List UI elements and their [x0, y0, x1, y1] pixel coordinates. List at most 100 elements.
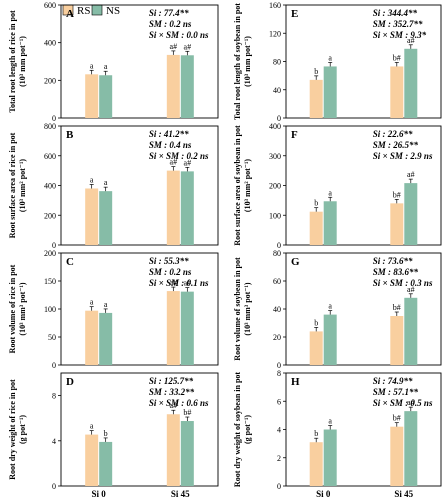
y-axis-label: Root surface area of soybean in pot(10³ … [233, 125, 252, 246]
y-tick-label: 200 [269, 182, 281, 191]
significance-label: a [90, 298, 94, 307]
anova-stat: SM : 83.6** [373, 267, 419, 277]
significance-label: b [104, 429, 108, 438]
bar-rs-si0 [85, 310, 99, 365]
panel-label: A [66, 8, 74, 20]
bar-ns-si45 [404, 48, 418, 118]
significance-label: b# [393, 303, 401, 312]
x-category-label: Si 45 [171, 489, 190, 499]
y-axis-label-line: Total root length of rice in pot [8, 10, 17, 113]
significance-label: a [90, 422, 94, 431]
y-tick-label: 0 [52, 241, 56, 250]
legend-swatch-ns [91, 4, 103, 16]
bar-ns-si0 [323, 314, 337, 365]
y-tick-label: 60 [273, 277, 281, 286]
anova-stat: Si × SM : 2.9 ns [373, 151, 433, 161]
y-axis-label-line: (10³ mm² pot⁻¹) [18, 159, 27, 213]
bar-ns-si45 [404, 297, 418, 365]
y-tick-label: 100 [44, 305, 56, 314]
panel-label: D [66, 376, 74, 388]
legend-label-ns: NS [106, 5, 120, 17]
significance-label: a# [407, 285, 415, 294]
y-tick-label: 0 [52, 114, 56, 123]
bar-rs-si45 [390, 203, 404, 245]
bar-ns-si0 [323, 66, 337, 118]
significance-label: a [328, 302, 332, 311]
significance-label: a# [170, 158, 178, 167]
anova-stat: Si × SM : 0.3 ns [373, 278, 433, 288]
bar-rs-si45 [390, 426, 404, 486]
bar-ns-si0 [323, 429, 337, 486]
legend: RS NS [62, 4, 120, 17]
anova-stat: Si : 344.4** [373, 8, 418, 18]
significance-label: a# [184, 42, 192, 51]
panel-h: 0 2 4 6 8 b b# a a# H Si : 74.9**SM : 57.1**Si × S… [233, 369, 442, 499]
y-axis-label-line: (10³ mm² pot⁻¹) [243, 159, 252, 213]
bar-ns-si45 [404, 183, 418, 245]
y-axis-label: Root volume of soybean in pot(10³ mm³ po… [233, 257, 252, 361]
y-tick-label: 0 [277, 361, 281, 370]
anova-stat: Si × SM : 0.5 ns [373, 398, 433, 408]
anova-stat: SM : 0.2 ns [149, 267, 192, 277]
bar-ns-si45 [180, 55, 194, 118]
significance-label: a# [170, 401, 178, 410]
panel-g: 0 20 40 60 80 b b# a a# G Si : 73.6**SM : 83.6**Si… [233, 249, 442, 370]
anova-stat: SM : 352.7** [373, 19, 423, 29]
legend-label-rs: RS [77, 5, 90, 17]
y-tick-label: 400 [44, 182, 56, 191]
bar-rs-si0 [309, 211, 323, 245]
y-axis-label-line: Root dry weight of soybean in pot [233, 372, 242, 487]
panel-c: 0 50 100 150 200 a a# a a# C Si : 55.3**SM : 0.2 n… [8, 249, 219, 370]
y-tick-label: 400 [44, 39, 56, 48]
significance-label: a# [407, 170, 415, 179]
significance-label: b [314, 429, 318, 438]
panel-e: 0 40 80 120 160 b b# a a# E Si : 344.4**SM : 352.7… [233, 1, 442, 123]
anova-stat: SM : 0.4 ns [149, 140, 192, 150]
y-axis-label-line: Root dry weight of rice in pot [8, 379, 17, 480]
y-tick-label: 400 [269, 122, 281, 131]
x-category-label: Si 0 [316, 489, 331, 499]
anova-stat: Si × SM : 0.2 ns [149, 151, 209, 161]
y-tick-label: 100 [269, 211, 281, 220]
y-tick-label: 200 [44, 76, 56, 85]
anova-stat: SM : 33.2** [149, 387, 195, 397]
y-tick-label: 8 [52, 392, 56, 401]
y-tick-label: 6 [277, 397, 281, 406]
anova-stat: Si × SM : 0.6 ns [149, 398, 209, 408]
significance-label: b# [393, 53, 401, 62]
significance-label: b [314, 318, 318, 327]
y-axis-label-line: (g pot⁻¹) [243, 415, 252, 444]
y-tick-label: 4 [277, 426, 281, 435]
y-tick-label: 120 [269, 29, 281, 38]
bar-ns-si45 [180, 421, 194, 486]
significance-label: a [90, 175, 94, 184]
y-tick-label: 0 [52, 482, 56, 491]
bar-rs-si45 [166, 170, 180, 245]
anova-stat: Si × SM : 9.3* [373, 30, 427, 40]
significance-label: b [314, 67, 318, 76]
y-tick-label: 2 [277, 454, 281, 463]
y-axis-label-line: Root surface area of soybean in pot [233, 125, 242, 246]
y-axis-label-line: (10³ mm pot⁻¹) [243, 36, 252, 87]
anova-stat: SM : 57.1** [373, 387, 419, 397]
anova-stat: Si : 74.9** [373, 376, 413, 386]
panel-a: 0 200 400 600 a a# a a# A Si : 77.4**SM : 0.2 nsS… [8, 1, 219, 123]
panel-label: E [291, 8, 298, 20]
significance-label: a [328, 188, 332, 197]
y-axis-label-line: Root volume of rice in pot [8, 264, 17, 353]
y-axis-label-line: Total root length of soybean in pot [233, 3, 242, 120]
y-axis-label-line: (10³ mm pot⁻¹) [18, 36, 27, 87]
panel-label: C [66, 256, 74, 268]
bar-rs-si0 [85, 188, 99, 245]
y-tick-label: 200 [44, 249, 56, 258]
significance-label: a# [407, 36, 415, 45]
y-tick-label: 150 [44, 277, 56, 286]
plot-frame [60, 252, 219, 366]
significance-label: a [104, 62, 108, 71]
y-tick-label: 800 [44, 122, 56, 131]
y-tick-label: 20 [273, 333, 281, 342]
plot-frame [60, 4, 219, 119]
panel-b: 0 200 400 600 800 a a# a a# B Si : 41.2**SM : 0.4 … [8, 122, 219, 250]
y-axis-label-line: Root volume of soybean in pot [233, 257, 242, 361]
